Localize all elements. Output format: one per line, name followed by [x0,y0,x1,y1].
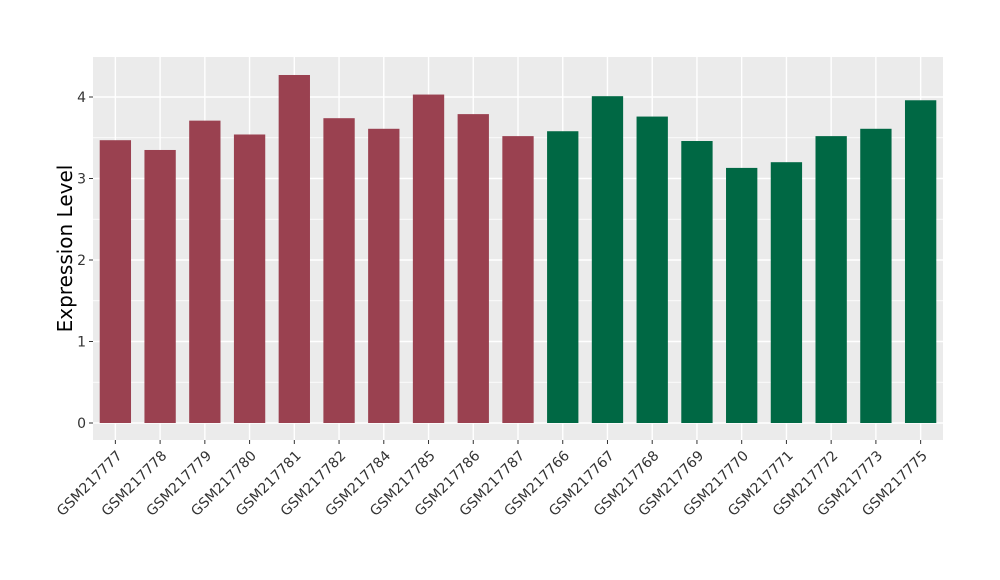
y-tick-label: 3 [77,172,86,188]
bar-GSM217781 [278,74,310,424]
y-tick-label: 4 [77,90,86,106]
y-axis-title: Expression Level [53,165,77,333]
x-axis: GSM217777GSM217778GSM217779GSM217780GSM2… [54,440,931,520]
bar-GSM217787 [502,136,534,423]
bar-GSM217780 [233,134,266,424]
y-tick-label: 2 [77,253,86,269]
bar-GSM217779 [189,120,221,423]
bar-GSM217785 [412,94,445,424]
y-tick-label: 1 [77,335,86,351]
bar-GSM217786 [457,114,489,424]
bar-GSM217773 [860,128,892,423]
bar-GSM217766 [547,131,579,424]
y-axis: 0 1 2 3 4 [77,90,93,432]
bar-GSM217767 [591,96,624,423]
bar-GSM217771 [770,162,803,423]
bar-GSM217784 [368,128,400,423]
bar-GSM217778 [144,149,176,423]
bar-GSM217768 [636,116,668,423]
bar-GSM217782 [323,118,355,423]
bar-GSM217777 [99,140,132,423]
bars [99,74,937,424]
y-tick-label: 0 [77,416,86,432]
bar-GSM217772 [815,136,847,423]
bar-GSM217775 [904,100,937,423]
bar-GSM217769 [681,141,713,423]
bar-GSM217770 [726,167,758,423]
